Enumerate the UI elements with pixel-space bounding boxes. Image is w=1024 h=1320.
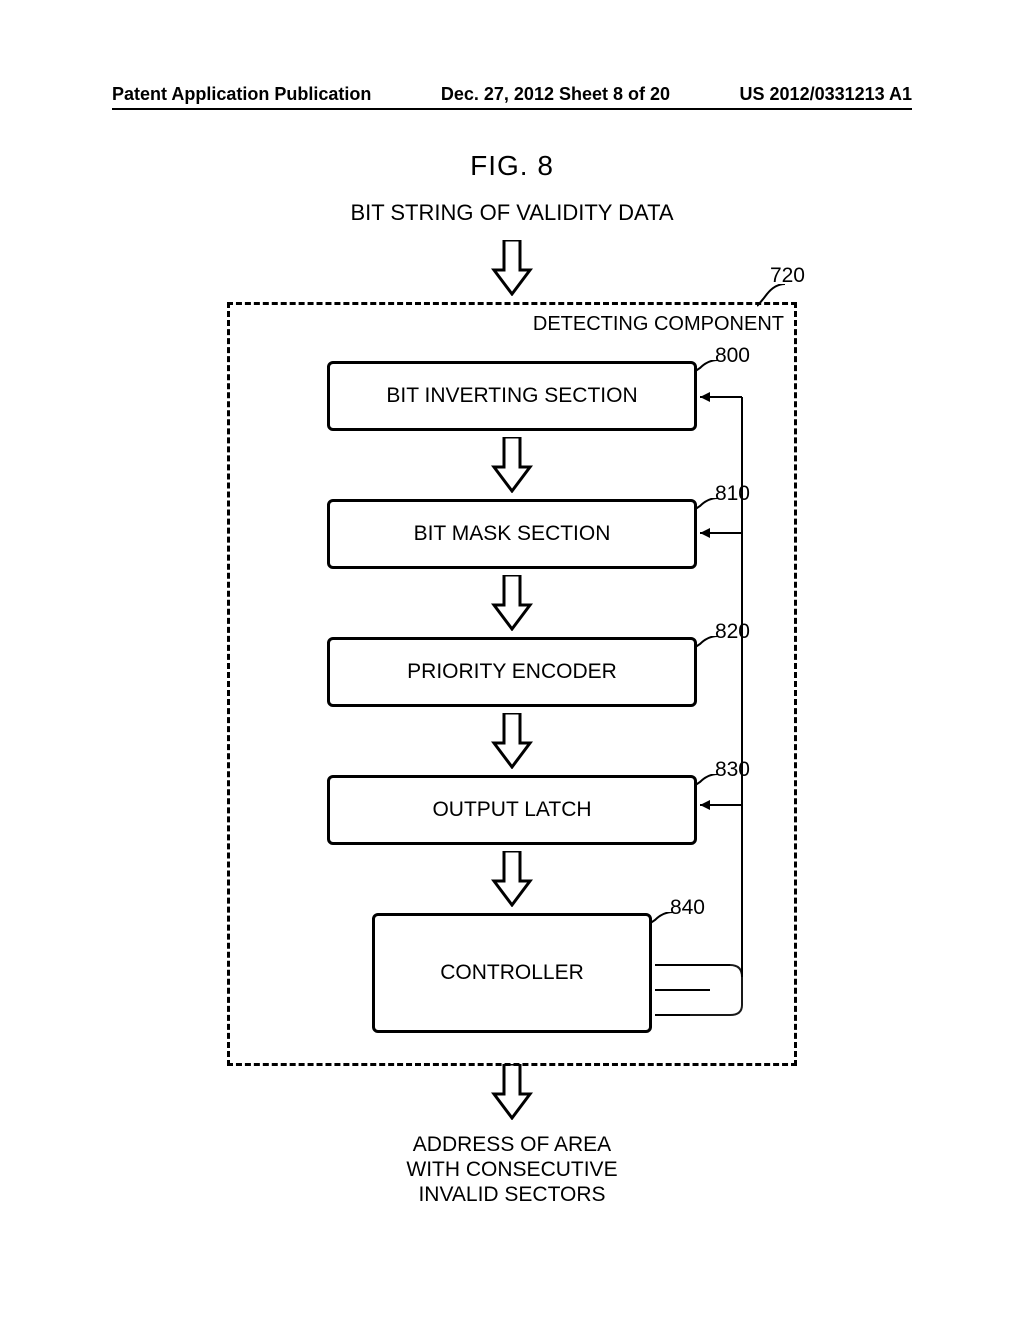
detecting-component-label: DETECTING COMPONENT <box>533 313 784 336</box>
arrow-output <box>490 1064 534 1120</box>
block-bit-inverting: BIT INVERTING SECTION 800 <box>327 361 697 431</box>
block-output-latch: OUTPUT LATCH 830 <box>327 775 697 845</box>
figure-title: FIG. 8 <box>470 150 554 182</box>
leader-820 <box>694 636 720 650</box>
arrow-1 <box>490 437 534 493</box>
header-center: Dec. 27, 2012 Sheet 8 of 20 <box>441 84 670 105</box>
ref-800: 800 <box>715 344 750 368</box>
output-label: ADDRESS OF AREAWITH CONSECUTIVEINVALID S… <box>406 1132 617 1208</box>
arrow-3 <box>490 713 534 769</box>
figure: FIG. 8 BIT STRING OF VALIDITY DATA 720 D… <box>0 150 1024 1208</box>
block-bit-mask: BIT MASK SECTION 810 <box>327 499 697 569</box>
block-label: BIT MASK SECTION <box>414 522 611 546</box>
arrow-2 <box>490 575 534 631</box>
ref-830: 830 <box>715 758 750 782</box>
leader-800 <box>694 360 720 374</box>
header-rule <box>112 108 912 110</box>
block-priority-encoder: PRIORITY ENCODER 820 <box>327 637 697 707</box>
block-label: OUTPUT LATCH <box>432 798 591 822</box>
ref-820: 820 <box>715 620 750 644</box>
header-left: Patent Application Publication <box>112 84 371 105</box>
block-label: PRIORITY ENCODER <box>407 660 617 684</box>
block-label: CONTROLLER <box>440 961 584 985</box>
page-header: Patent Application Publication Dec. 27, … <box>0 84 1024 105</box>
leader-840 <box>649 912 675 926</box>
block-label: BIT INVERTING SECTION <box>386 384 637 408</box>
header-right: US 2012/0331213 A1 <box>740 84 912 105</box>
input-label: BIT STRING OF VALIDITY DATA <box>350 200 673 226</box>
leader-830 <box>694 774 720 788</box>
arrow-input <box>490 240 534 296</box>
leader-810 <box>694 498 720 512</box>
arrow-4 <box>490 851 534 907</box>
detecting-component: DETECTING COMPONENT BIT INVERTING SECTIO… <box>227 302 797 1066</box>
ref-810: 810 <box>715 482 750 506</box>
ref-840: 840 <box>670 896 705 920</box>
block-controller: CONTROLLER 840 <box>372 913 652 1033</box>
